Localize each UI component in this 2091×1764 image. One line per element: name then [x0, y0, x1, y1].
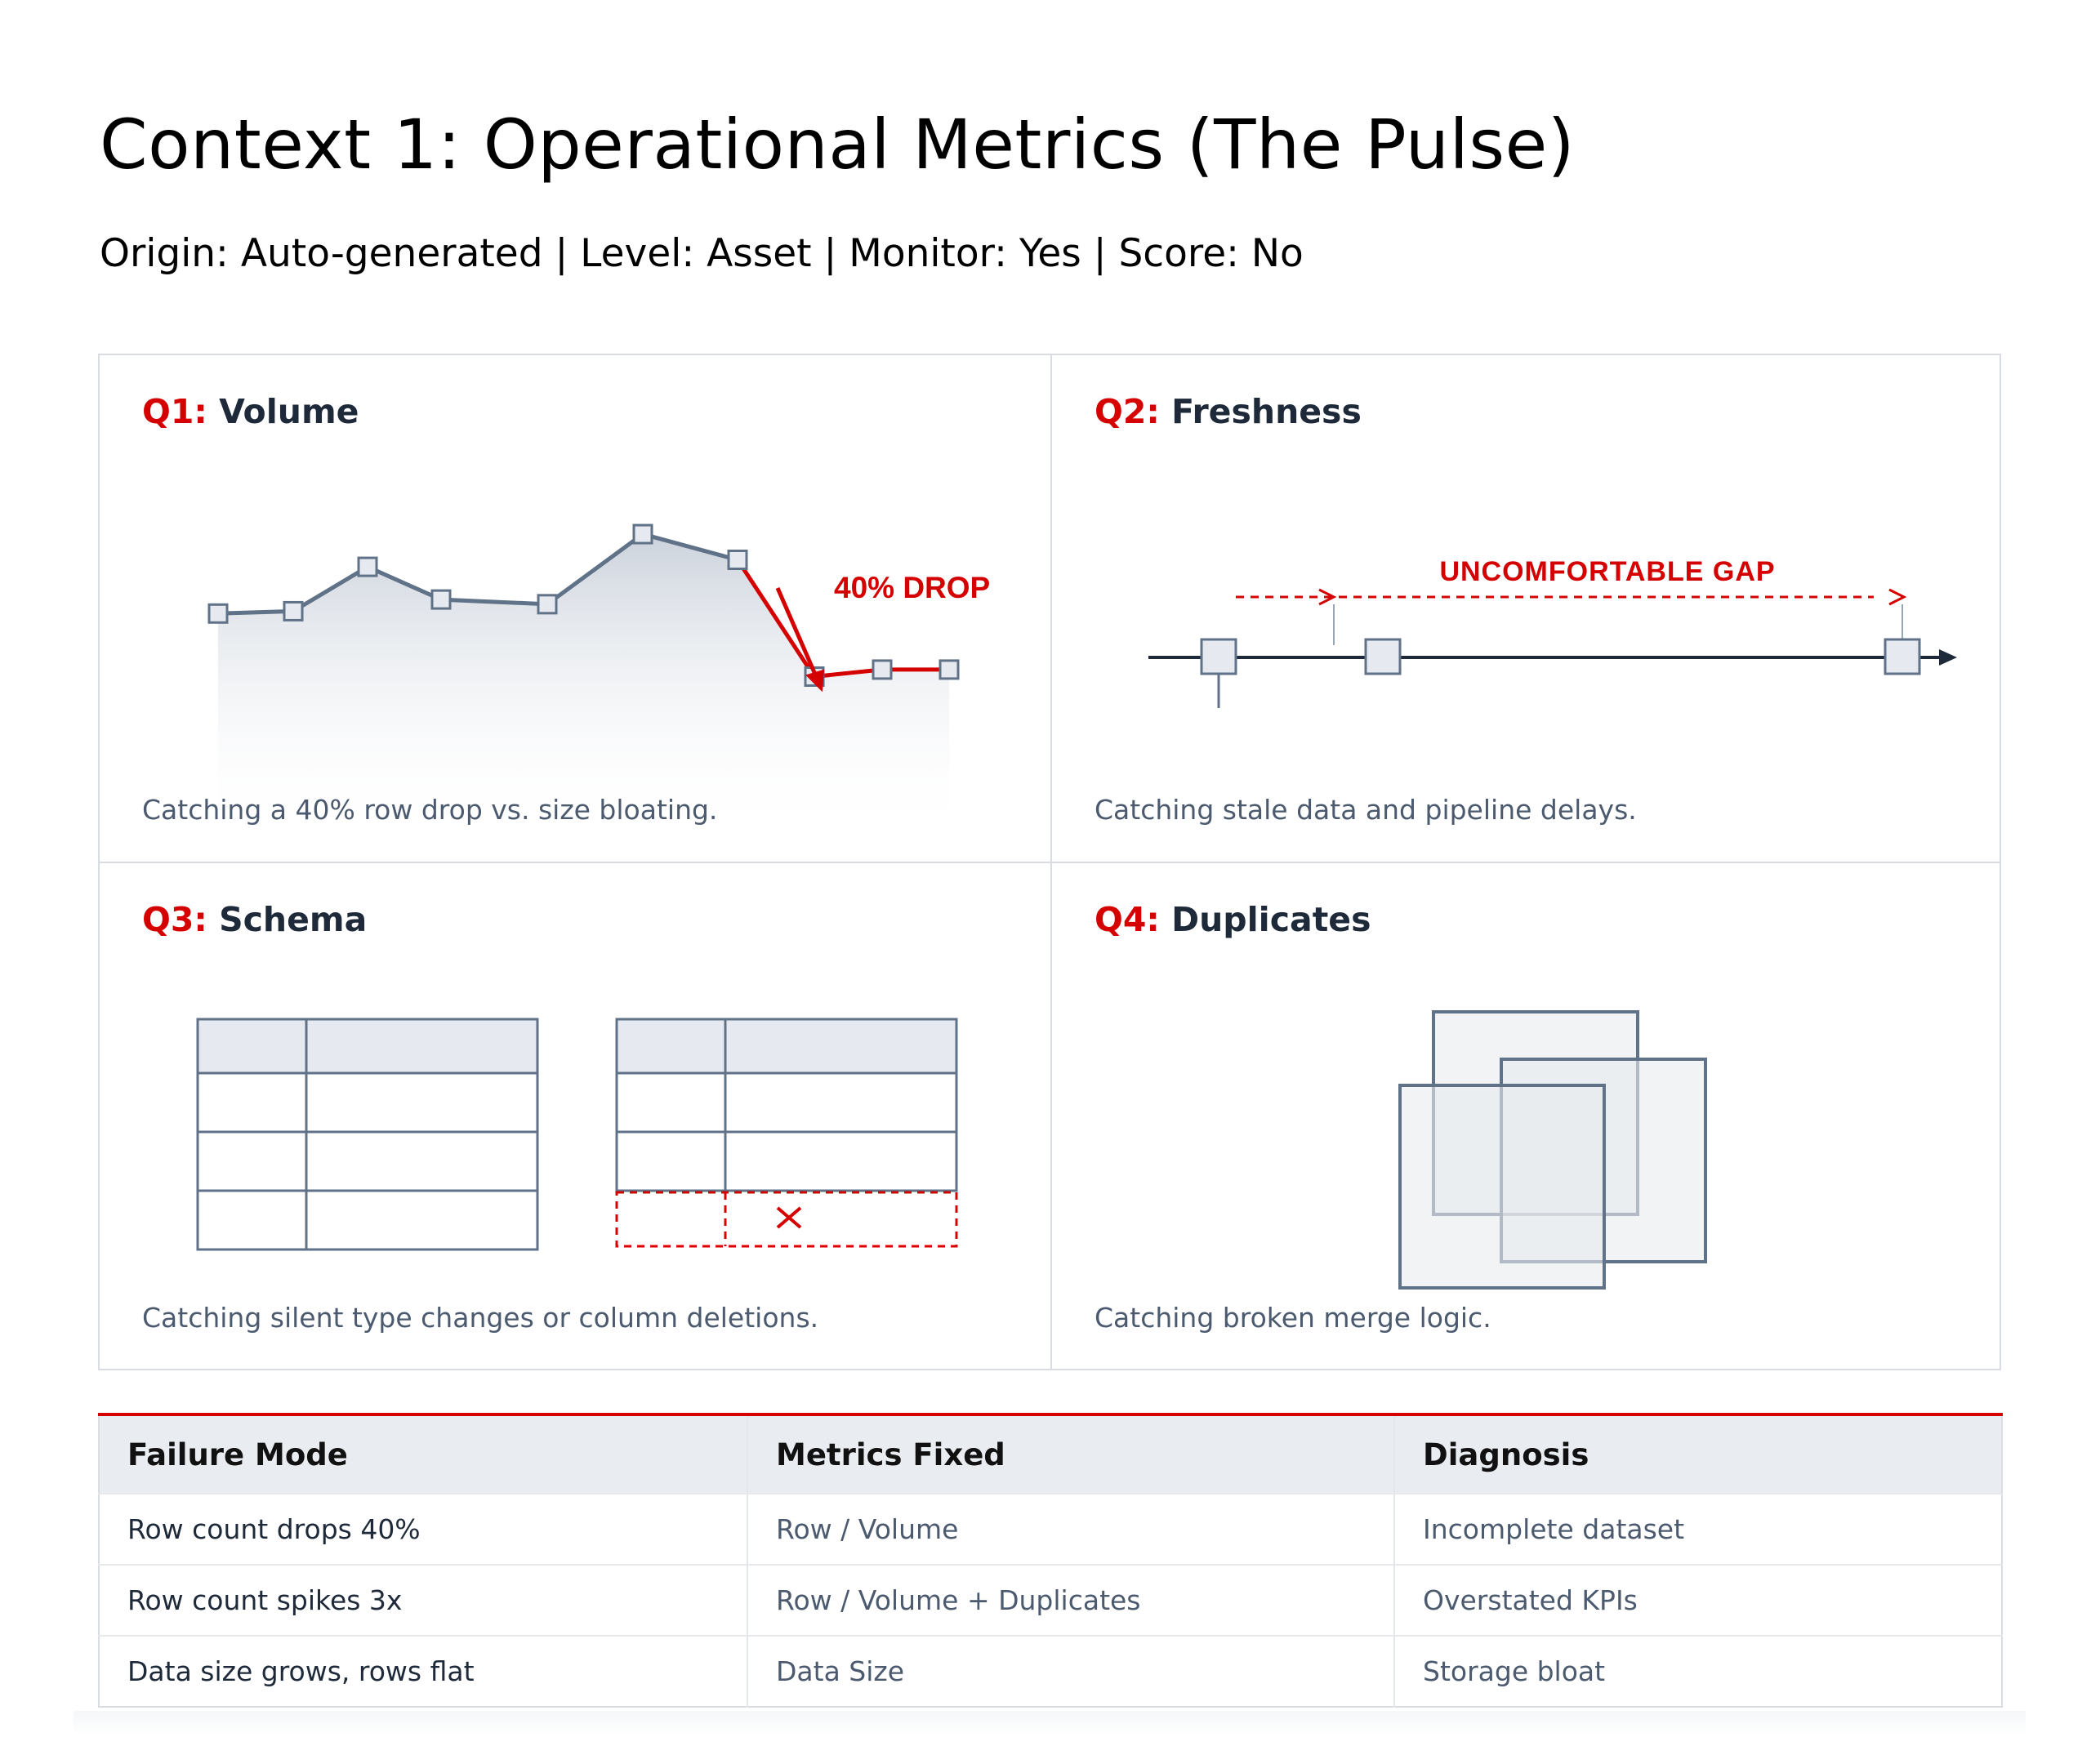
table-row: Row count spikes 3x Row / Volume + Dupli… — [99, 1564, 2002, 1636]
panel-description: Catching stale data and pipeline delays. — [1095, 794, 1637, 826]
volume-data-point — [207, 603, 229, 624]
gap-arrow-right — [1888, 588, 1907, 606]
table-cell: Row count spikes 3x — [99, 1564, 748, 1636]
column-header: Failure Mode — [99, 1414, 748, 1494]
volume-data-point — [872, 659, 893, 680]
table-cell: Row count drops 40% — [99, 1493, 748, 1565]
gap-annotation: UNCOMFORTABLE GAP — [1439, 556, 1775, 587]
record-square-c — [1398, 1084, 1606, 1290]
deleted-row — [615, 1191, 958, 1248]
panel-name: Schema — [219, 900, 368, 939]
delete-x-icon — [776, 1206, 802, 1229]
panel-name: Duplicates — [1171, 900, 1371, 939]
panel-title: Q2: Freshness — [1095, 392, 1362, 431]
table-cell: Row / Volume + Duplicates — [747, 1564, 1395, 1636]
panel-id: Q3: — [142, 900, 207, 939]
panel-name: Freshness — [1171, 392, 1362, 431]
schema-diagram — [196, 1018, 958, 1251]
volume-drop-line — [735, 559, 949, 679]
panel-description: Catching silent type changes or column d… — [142, 1302, 819, 1334]
volume-data-point — [727, 550, 748, 570]
volume-data-point — [938, 659, 960, 680]
drop-annotation: 40% DROP — [834, 571, 990, 604]
page-title: Context 1: Operational Metrics (The Puls… — [100, 105, 1576, 185]
volume-line-chart: 40% DROP — [207, 523, 990, 839]
panel-title: Q1: Volume — [142, 392, 359, 431]
failure-mode-table: Failure Mode Metrics Fixed Diagnosis Row… — [98, 1413, 2003, 1708]
table-cell: Incomplete dataset — [1394, 1493, 2002, 1565]
panel-name: Volume — [219, 392, 359, 431]
grid-divider-horizontal — [100, 862, 2000, 863]
column-header: Metrics Fixed — [747, 1414, 1395, 1494]
table-cell: Overstated KPIs — [1394, 1564, 2002, 1636]
volume-area-fill — [218, 534, 949, 839]
schema-table-before — [196, 1018, 539, 1251]
drop-arrow — [775, 587, 818, 677]
table-shadow — [74, 1711, 2026, 1735]
table-row: Data size grows, rows flat Data Size Sto… — [99, 1635, 2002, 1707]
duplicates-overlap-diagram — [1398, 1010, 1707, 1290]
panel-id: Q1: — [142, 392, 207, 431]
table-cell: Storage bloat — [1394, 1635, 2002, 1707]
timeline-event-marker — [1200, 638, 1237, 675]
column-header: Diagnosis — [1394, 1414, 2002, 1494]
volume-data-point — [430, 589, 452, 610]
volume-data-point — [357, 556, 378, 577]
panel-description: Catching a 40% row drop vs. size bloatin… — [142, 794, 718, 826]
timeline-event-marker — [1884, 638, 1921, 675]
panel-schema: Q3: Schema Catching silent type changes … — [100, 863, 1050, 1370]
panel-title: Q3: Schema — [142, 900, 367, 939]
schema-table-after — [615, 1018, 958, 1248]
panel-description: Catching broken merge logic. — [1095, 1302, 1491, 1334]
panel-duplicates: Q4: Duplicates Catching broken merge log… — [1052, 863, 2003, 1370]
volume-data-point — [632, 523, 653, 545]
volume-data-point — [283, 600, 304, 621]
table-row: Row count drops 40% Row / Volume Incompl… — [99, 1493, 2002, 1565]
drop-arrowhead — [805, 669, 825, 693]
panel-title: Q4: Duplicates — [1095, 900, 1371, 939]
table-header-row — [615, 1018, 958, 1075]
table-cell: Data Size — [747, 1635, 1395, 1707]
table-body — [196, 1071, 539, 1251]
panel-volume: Q1: Volume 40% DROP Catching a 40% row d… — [100, 355, 1050, 862]
table-cell: Row / Volume — [747, 1493, 1395, 1565]
timeline-arrowhead — [1939, 649, 1957, 666]
panel-id: Q2: — [1095, 392, 1160, 431]
quadrant-grid: Q1: Volume 40% DROP Catching a 40% row d… — [98, 354, 2001, 1370]
panel-id: Q4: — [1095, 900, 1160, 939]
panel-freshness: Q2: Freshness UNCOMFORTABLE GAP Catching… — [1052, 355, 2003, 862]
table-header-row: Failure Mode Metrics Fixed Diagnosis — [99, 1414, 2002, 1494]
gap-arrow-left — [1318, 588, 1337, 606]
volume-data-point — [537, 594, 558, 615]
table-cell: Data size grows, rows flat — [99, 1635, 748, 1707]
page-subtitle: Origin: Auto-generated | Level: Asset | … — [100, 231, 1304, 276]
freshness-timeline: UNCOMFORTABLE GAP — [1148, 556, 1957, 708]
timeline-event-marker — [1364, 638, 1402, 675]
table-header-row — [196, 1018, 539, 1075]
